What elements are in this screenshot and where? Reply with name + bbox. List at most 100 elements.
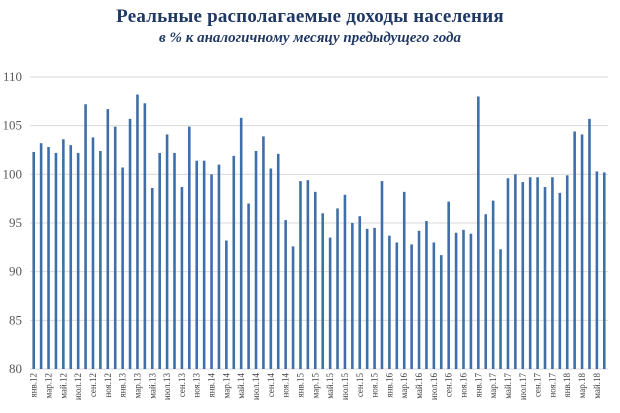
bars xyxy=(32,94,606,370)
bar xyxy=(84,104,87,369)
x-tick-label: мар.17 xyxy=(488,373,498,399)
x-tick-label: янв.18 xyxy=(562,373,572,398)
bar xyxy=(373,227,376,369)
x-tick-label: янв.13 xyxy=(118,373,128,398)
bar xyxy=(491,200,495,369)
x-tick-label: июл.14 xyxy=(251,373,261,401)
x-tick-label: ноя.13 xyxy=(192,373,202,398)
bar xyxy=(462,229,465,369)
bar xyxy=(432,242,436,369)
bar xyxy=(39,143,43,369)
bar xyxy=(136,94,139,370)
bar xyxy=(173,152,176,369)
bar xyxy=(195,160,199,369)
bar xyxy=(514,174,517,369)
bar xyxy=(121,167,124,369)
bar xyxy=(180,186,184,369)
x-tick-label: май.16 xyxy=(414,373,424,399)
x-tick-label: сен.17 xyxy=(533,373,543,398)
x-tick-label: ноя.17 xyxy=(547,373,557,398)
x-tick-label: мар.13 xyxy=(132,373,142,399)
bar xyxy=(565,175,569,369)
bar xyxy=(158,152,161,369)
bar xyxy=(447,201,450,369)
y-tick-label: 80 xyxy=(9,361,22,376)
bar xyxy=(113,126,117,369)
x-tick-label: май.15 xyxy=(325,373,335,399)
chart-subtitle: в % к аналогичному месяцу предыдущего го… xyxy=(159,30,461,46)
x-tick-label: янв.14 xyxy=(207,373,217,398)
bar xyxy=(358,216,362,369)
bar xyxy=(276,153,280,369)
x-tick-label: июл.12 xyxy=(73,373,83,400)
x-tick-label: мар.14 xyxy=(221,373,231,399)
bar xyxy=(484,214,488,369)
bar xyxy=(284,220,287,369)
bar xyxy=(239,117,243,369)
bar xyxy=(247,203,250,369)
bar xyxy=(54,152,58,369)
bar xyxy=(351,223,354,369)
bar xyxy=(395,242,399,369)
bar xyxy=(595,171,599,369)
bar xyxy=(47,147,50,369)
x-tick-label: май.14 xyxy=(236,373,246,399)
x-tick-label: сен.16 xyxy=(444,373,454,398)
bar xyxy=(225,240,228,369)
bar xyxy=(380,181,384,369)
x-tick-label: сен.12 xyxy=(88,373,98,397)
bar xyxy=(165,134,169,369)
bar xyxy=(91,137,95,369)
bar xyxy=(543,186,547,369)
bar xyxy=(291,246,295,369)
gridlines xyxy=(30,76,608,370)
x-tick-label: ноя.15 xyxy=(370,373,380,398)
y-tick-label: 110 xyxy=(3,69,22,84)
x-tick-label: янв.15 xyxy=(295,373,305,398)
bar xyxy=(336,208,339,369)
bar xyxy=(232,155,236,369)
x-tick-label: янв.12 xyxy=(29,373,39,397)
x-tick-label: сен.14 xyxy=(266,373,276,398)
bar xyxy=(417,230,421,369)
x-tick-label: янв.16 xyxy=(384,373,394,398)
bar xyxy=(388,235,391,369)
bar xyxy=(439,255,443,369)
bar xyxy=(188,126,191,369)
bar xyxy=(536,177,539,369)
x-tick-label: мар.15 xyxy=(310,373,320,399)
bar xyxy=(299,181,302,369)
chart-title: Реальные располагаемые доходы населения xyxy=(116,6,504,27)
x-tick-label: сен.15 xyxy=(355,373,365,398)
x-tick-label: янв.17 xyxy=(473,373,483,398)
bar xyxy=(602,172,606,369)
y-axis-ticks: 80 85 90 95 100 105 110 xyxy=(3,69,23,376)
bar xyxy=(69,145,73,369)
y-tick-label: 90 xyxy=(9,264,22,279)
x-tick-label: мар.16 xyxy=(399,373,409,399)
bar xyxy=(202,160,206,369)
bar xyxy=(365,228,369,369)
bar xyxy=(528,177,532,369)
bar xyxy=(128,118,132,369)
x-tick-label: ноя.14 xyxy=(281,373,291,398)
bar xyxy=(321,213,325,369)
bar xyxy=(254,150,258,369)
y-tick-label: 100 xyxy=(3,166,23,181)
y-tick-label: 105 xyxy=(3,118,23,133)
bar xyxy=(573,131,576,369)
x-tick-label: май.13 xyxy=(147,373,157,399)
x-axis-ticks: янв.12 мар.12 май.12 июл.12 сен.12 ноя.12 янв.… xyxy=(29,373,602,401)
bar xyxy=(62,139,65,369)
bar xyxy=(402,191,406,369)
x-tick-label: ноя.16 xyxy=(459,373,469,398)
bar xyxy=(588,118,591,369)
x-tick-label: мар.18 xyxy=(577,373,587,399)
bar xyxy=(150,187,154,369)
bar xyxy=(99,150,102,369)
bar xyxy=(469,233,473,369)
x-tick-label: май.17 xyxy=(503,373,513,399)
x-tick-label: июл.15 xyxy=(340,373,350,401)
